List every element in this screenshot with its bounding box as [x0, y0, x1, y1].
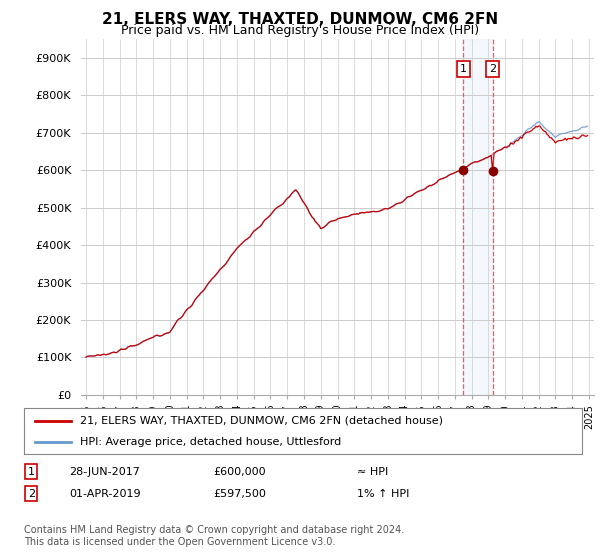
Text: 2: 2: [489, 64, 496, 74]
Text: 01-APR-2019: 01-APR-2019: [69, 489, 140, 499]
Text: 21, ELERS WAY, THAXTED, DUNMOW, CM6 2FN (detached house): 21, ELERS WAY, THAXTED, DUNMOW, CM6 2FN …: [80, 416, 443, 426]
Text: ≈ HPI: ≈ HPI: [357, 466, 388, 477]
Text: Contains HM Land Registry data © Crown copyright and database right 2024.
This d: Contains HM Land Registry data © Crown c…: [24, 525, 404, 547]
Text: £597,500: £597,500: [213, 489, 266, 499]
Bar: [463, 39, 493, 395]
Text: £600,000: £600,000: [213, 466, 266, 477]
Text: Price paid vs. HM Land Registry's House Price Index (HPI): Price paid vs. HM Land Registry's House …: [121, 24, 479, 37]
Text: HPI: Average price, detached house, Uttlesford: HPI: Average price, detached house, Uttl…: [80, 437, 341, 447]
Text: 1: 1: [28, 466, 35, 477]
Text: 28-JUN-2017: 28-JUN-2017: [69, 466, 140, 477]
Text: 21, ELERS WAY, THAXTED, DUNMOW, CM6 2FN: 21, ELERS WAY, THAXTED, DUNMOW, CM6 2FN: [102, 12, 498, 27]
Text: 2: 2: [28, 489, 35, 499]
Text: 1: 1: [460, 64, 467, 74]
Text: 1% ↑ HPI: 1% ↑ HPI: [357, 489, 409, 499]
